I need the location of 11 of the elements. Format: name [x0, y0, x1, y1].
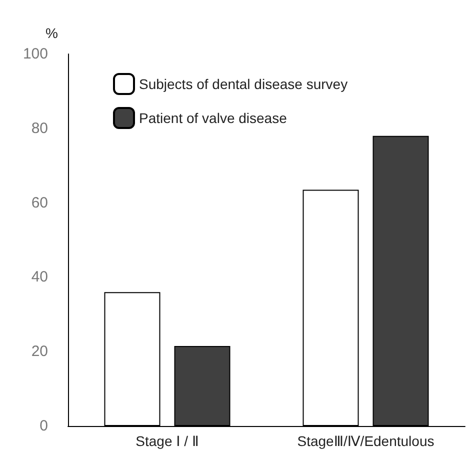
y-tick-label: 80 [31, 120, 48, 137]
legend-label: Subjects of dental disease survey [139, 76, 348, 92]
y-axis-title: % [46, 25, 58, 41]
y-tick-label: 40 [31, 268, 48, 286]
legend-label: Patient of valve disease [139, 110, 288, 126]
y-tick-label: 0 [40, 418, 48, 434]
y-tick-label: 20 [31, 343, 48, 360]
x-tick-label: StageⅢ/Ⅳ/Edentulous [297, 433, 434, 449]
x-tick-label: Stage Ⅰ / Ⅱ [136, 433, 199, 449]
y-tick-label: 100 [22, 46, 48, 62]
y-tick-label: 60 [31, 194, 48, 212]
